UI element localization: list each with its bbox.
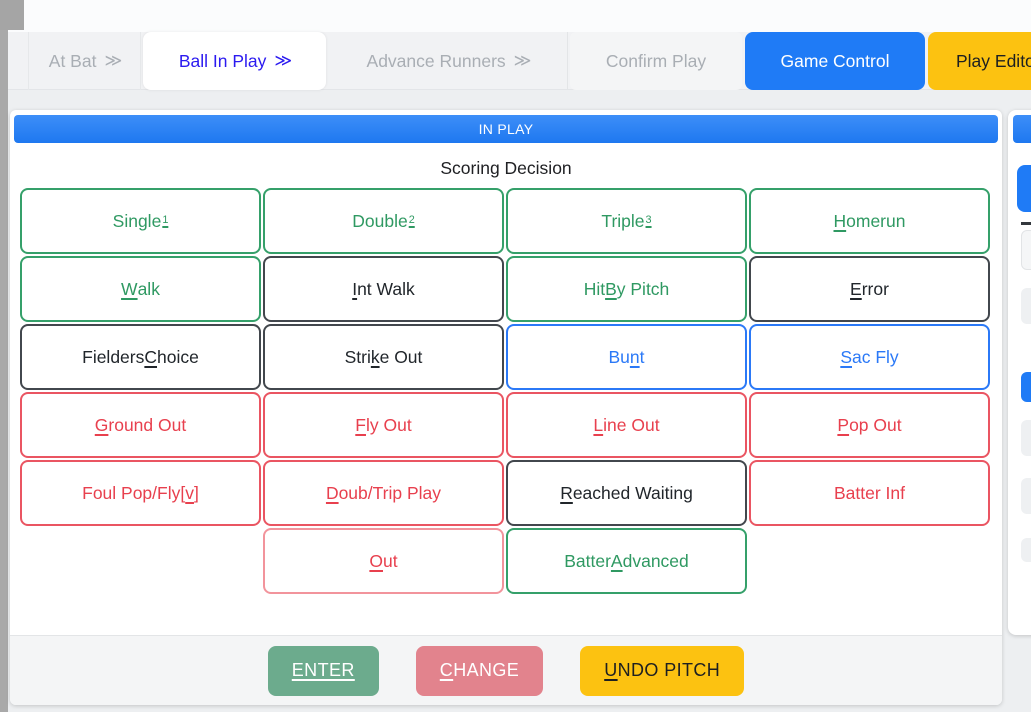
tab-advance-runners[interactable]: Advance Runners ≫ [329,32,568,90]
play-button-foul-pop-fly[interactable]: Foul Pop/Fly[v] [20,460,261,526]
play-button-strike-out[interactable]: Stri k e Out [263,324,504,390]
step-tabbar: At Bat ≫ Ball In Play ≫ Advance Runners ≫ C… [8,32,1031,90]
side-panel-item[interactable] [1021,288,1031,324]
window-left-edge [0,0,8,712]
game-control-button[interactable]: Game Control [745,32,925,90]
double-chevron-icon: ≫ [104,51,122,70]
panel-title: Scoring Decision [440,158,572,178]
action-footer: ENTER CHANGE UNDO PITCH [10,635,1002,705]
side-panel-item[interactable] [1021,230,1031,270]
play-button-triple[interactable]: Triple 3 [506,188,747,254]
tab-at-bat[interactable]: At Bat ≫ [28,32,141,90]
double-chevron-icon: ≫ [274,51,292,70]
play-button-double[interactable]: Double 2 [263,188,504,254]
window-corner-block [0,0,24,30]
tab-ball-in-play-label: Ball In Play [178,50,267,71]
side-panel-blue-button[interactable] [1017,165,1031,212]
panel-header-label: IN PLAY [478,121,534,137]
play-button-single[interactable]: Single 1 [20,188,261,254]
side-panel-item-corner [1021,222,1031,225]
double-chevron-icon: ≫ [513,51,532,70]
play-button-bunt[interactable]: Bu n t [506,324,747,390]
panel-header-bar: IN PLAY [14,115,998,143]
tab-advance-runners-label: Advance Runners [366,50,506,71]
tab-ball-in-play[interactable]: Ball In Play ≫ [143,32,326,90]
enter-button[interactable]: ENTER [267,645,379,696]
tab-confirm-play-label: Confirm Play [605,50,707,71]
side-panel-item[interactable] [1021,420,1031,456]
tab-confirm-play[interactable]: Confirm Play [570,32,742,90]
change-button[interactable]: CHANGE [415,645,544,696]
in-play-panel: IN PLAY Scoring Decision Single 1 Double 2… [10,110,1002,705]
side-panel-item-selected[interactable] [1021,372,1031,402]
side-panel-item[interactable] [1021,478,1031,514]
side-panel-header-bar [1013,115,1031,143]
undo-pitch-button[interactable]: UNDO PITCH [580,645,745,696]
side-panel [1008,110,1031,635]
play-button-batter-inf[interactable]: Batter Inf [749,460,990,526]
play-editor-button[interactable]: Play Editor [928,32,1031,90]
tab-at-bat-label: At Bat [48,50,97,71]
side-panel-item[interactable] [1021,538,1031,562]
window-top-strip [8,0,1031,32]
